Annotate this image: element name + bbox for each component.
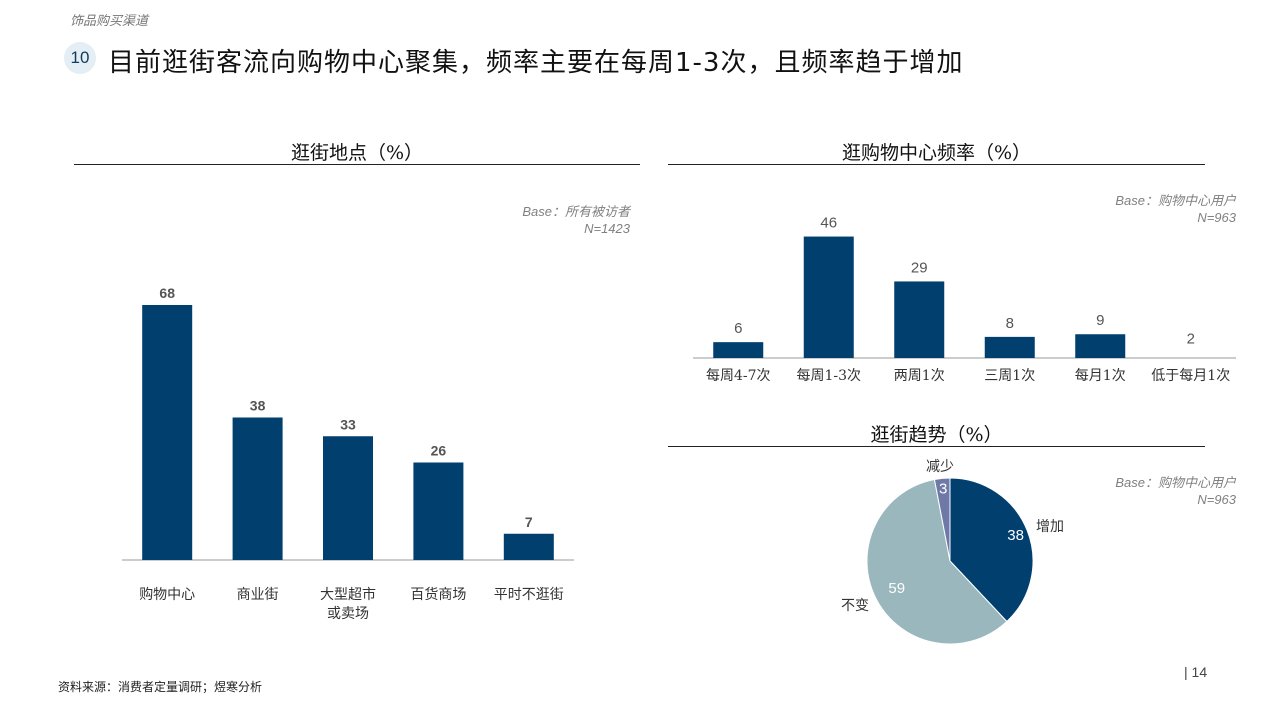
footer-source: 资料来源：消费者定量调研；煜寒分析: [58, 680, 263, 694]
chart2-bar-value-label: 2: [1187, 331, 1195, 348]
chart1-title-rule: [74, 164, 640, 165]
chart1-category-label: 大型超市: [320, 586, 376, 603]
chart3-base-note: Base：购物中心用户 N=963: [1036, 474, 1236, 508]
chart2-bar: [984, 336, 1035, 358]
breadcrumb: 饰品购买渠道: [70, 14, 149, 29]
chart1-bar: [503, 533, 554, 560]
chart1-bar: [142, 305, 193, 560]
chart2-title: 逛购物中心频率（%）: [841, 142, 1032, 164]
chart2-bar-value-label: 8: [1006, 315, 1014, 332]
chart2-category-label: 低于每月1次: [1151, 368, 1230, 384]
chart3-base-label: Base：购物中心用户: [1115, 475, 1236, 490]
chart1-base-note: Base：所有被访者 N=1423: [430, 203, 630, 237]
pie-slice: [949, 477, 1034, 623]
chart1-bar-value-label: 7: [525, 514, 533, 530]
chart1-title: 逛街地点（%）: [290, 142, 424, 164]
chart1-n-label: N=1423: [584, 221, 630, 236]
chart1-category-label: 或卖场: [327, 606, 369, 622]
chart3-n-label: N=963: [1197, 492, 1236, 507]
chart2-category-label: 每周4-7次: [706, 368, 771, 384]
pie-slice: [933, 477, 951, 562]
chart2-title-rule: [668, 164, 1205, 165]
pie-slice: [866, 478, 1008, 645]
chart1-category-label: 平时不逛街: [494, 587, 564, 603]
chart2-n-label: N=963: [1197, 210, 1236, 225]
chart1-bar-value-label: 33: [340, 416, 356, 432]
page-title: 目前逛街客流向购物中心聚集，频率主要在每周1-3次，且频率趋于增加: [108, 48, 964, 78]
chart1-bar-value-label: 26: [431, 443, 447, 459]
chart1-bar: [413, 462, 464, 560]
chart2-bar: [713, 342, 764, 358]
pie-category-label: 不变: [841, 598, 869, 614]
chart1-category-label: 百货商场: [410, 586, 466, 603]
chart2-base-note: Base：购物中心用户 N=963: [1036, 192, 1236, 226]
chart2-category-label: 两周1次: [894, 368, 945, 384]
pie-category-label: 减少: [926, 459, 954, 475]
pie-value-label: 3: [939, 480, 947, 497]
chart2-bar: [894, 281, 945, 358]
page-number: | 14: [1184, 664, 1208, 680]
chart2-base-label: Base：购物中心用户: [1115, 193, 1236, 208]
chart1-base-label: Base：所有被访者: [522, 204, 630, 219]
chart2-bar: [1075, 334, 1126, 358]
pie-category-label: 增加: [1036, 519, 1064, 535]
chart2-bar-value-label: 29: [911, 259, 928, 276]
pie-value-label: 59: [888, 580, 905, 597]
chart2-category-label: 每周1-3次: [796, 368, 861, 384]
chart2-category-label: 每月1次: [1075, 368, 1126, 384]
chart1-bar-value-label: 68: [159, 285, 175, 301]
chart2-bar-value-label: 9: [1096, 312, 1104, 329]
chart1-category-label: 商业街: [237, 587, 279, 603]
slide-number-badge: 10: [64, 42, 96, 74]
chart2-bar-value-label: 6: [734, 320, 742, 337]
chart2-category-label: 三周1次: [984, 368, 1035, 384]
chart1-bar-value-label: 38: [250, 398, 266, 414]
chart1-bar: [323, 436, 373, 560]
chart3-title-rule: [668, 446, 1205, 447]
chart2-bar: [803, 236, 854, 358]
chart1-bar: [232, 417, 283, 560]
pie-value-label: 38: [1007, 527, 1024, 544]
chart1-category-label: 购物中心: [139, 587, 195, 603]
chart3-title: 逛街趋势（%）: [870, 424, 1003, 446]
chart2-bar-value-label: 46: [820, 215, 837, 232]
